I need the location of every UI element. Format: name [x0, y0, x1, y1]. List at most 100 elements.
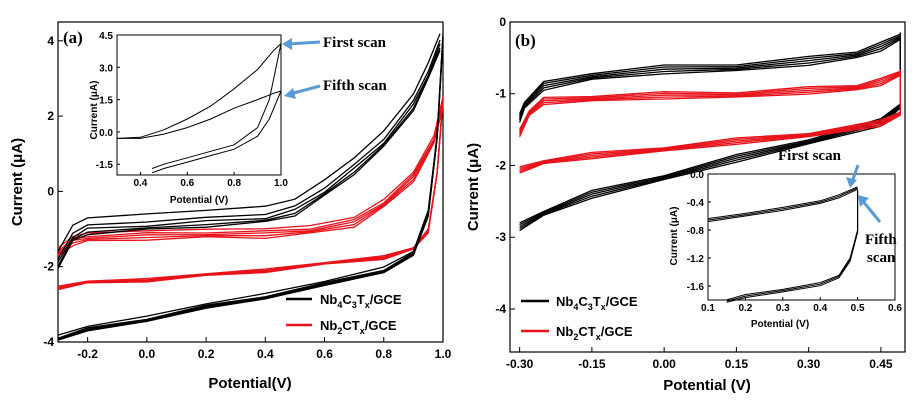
x-tick-label: 0.6 — [888, 303, 902, 314]
panel-a-fifth-scan-label: Fifth scan — [323, 78, 387, 94]
inset-upper-cycle1 — [707, 188, 858, 223]
cv-upper-Nb4C3Tx/GCE-cycle2 — [518, 37, 901, 121]
cv-upper-Nb4C3Tx/GCE-cycle3 — [518, 36, 901, 119]
panel-b-legend-label-nb4c3tx: Nb4C3Tx/GCE — [556, 294, 638, 312]
cv-upper-Nb2CTx/GCE-cycle1 — [519, 74, 901, 138]
y-tick-label: 0.0 — [690, 170, 704, 181]
panel-a-legend-label-nb4c3tx: Nb4C3Tx/GCE — [320, 292, 402, 310]
x-tick-label: 0.00 — [652, 357, 676, 371]
cv-upper-Nb2CTx/GCE-cycle5 — [519, 70, 901, 130]
x-tick-label: 0.8 — [227, 178, 241, 189]
panel-a-legend: Nb4C3Tx/GCE Nb2CTx/GCE — [286, 292, 402, 336]
cv-forward-Nb4C3Tx/GCE-cycle5 — [57, 50, 441, 269]
inset-fifth-scan — [117, 90, 282, 139]
panel-a-ylabel: Current (μA) — [9, 138, 26, 226]
x-tick-label: -0.2 — [77, 347, 98, 361]
panel-a-inset-y-ticks: -1.5 0.0 1.5 3.0 4.5 — [96, 31, 120, 171]
inset-lower-cycle3 — [726, 192, 859, 303]
x-tick-label: 0.1 — [701, 303, 715, 314]
x-tick-label: 0.3 — [776, 303, 790, 314]
y-tick-label: -4 — [495, 302, 506, 316]
panel-b-legend: Nb4C3Tx/GCE Nb2CTx/GCE — [521, 294, 638, 342]
y-tick-label: 0 — [499, 15, 506, 29]
panel-b-legend-label-nb2ctx: Nb2CTx/GCE — [556, 324, 633, 342]
panel-b-inset-x-ticks: 0.1 0.2 0.3 0.4 0.5 0.6 — [701, 297, 902, 314]
x-tick-label: 0.0 — [139, 347, 156, 361]
cv-forward-Nb2CTx/GCE-cycle3 — [57, 101, 444, 254]
x-tick-label: 0.4 — [133, 178, 147, 189]
x-tick-label: 0.8 — [375, 347, 392, 361]
panel-a: (a) Potential(V) Current (μA) -0.2 0.0 0.2… — [9, 21, 452, 392]
inset-upper-cycle3 — [707, 186, 858, 220]
cv-lower-Nb2CTx/GCE-cycle5 — [519, 69, 901, 168]
cv-lower-Nb2CTx/GCE-cycle1 — [519, 75, 901, 174]
cv-upper-Nb2CTx/GCE-cycle2 — [519, 73, 901, 136]
y-tick-label: -1 — [495, 87, 506, 101]
panel-a-legend-label-nb2ctx: Nb2CTx/GCE — [320, 318, 397, 336]
cv-upper-Nb4C3Tx/GCE-cycle4 — [519, 35, 901, 116]
x-tick-label: 1.0 — [435, 347, 452, 361]
panel-a-letter: (a) — [63, 28, 83, 47]
y-tick-label: -4 — [43, 335, 54, 349]
inset-first-scan — [116, 43, 282, 139]
cv-reverse-Nb4C3Tx/GCE-cycle5 — [57, 39, 444, 341]
y-tick-label: 3.0 — [99, 63, 113, 74]
panel-a-first-scan-label: First scan — [323, 35, 387, 51]
x-tick-label: 0.2 — [198, 347, 215, 361]
x-tick-label: 0.6 — [180, 178, 194, 189]
x-tick-label: 1.0 — [274, 178, 288, 189]
cv-lower-Nb4C3Tx/GCE-cycle1 — [519, 39, 901, 232]
panel-b-curves — [518, 32, 901, 232]
cv-forward-Nb2CTx/GCE-cycle4 — [57, 104, 444, 256]
x-tick-label: 0.4 — [257, 347, 274, 361]
x-tick-label: -0.30 — [506, 357, 534, 371]
panel-b-first-scan-label: First scan — [778, 148, 842, 164]
x-tick-label: 0.4 — [813, 303, 827, 314]
panel-a-inset-curves — [116, 43, 282, 174]
x-tick-label: 0.6 — [316, 347, 333, 361]
panel-b-xlabel: Potential (V) — [663, 377, 751, 394]
x-tick-label: 0.5 — [851, 303, 865, 314]
cv-forward-Nb4C3Tx/GCE-cycle1 — [57, 33, 441, 252]
cv-upper-Nb2CTx/GCE-cycle4 — [519, 71, 901, 132]
y-tick-label: -0.8 — [687, 226, 705, 237]
y-tick-label: -2 — [43, 260, 54, 274]
panel-a-x-ticks: -0.2 0.0 0.2 0.4 0.6 0.8 1.0 — [77, 337, 452, 361]
inset-first-scan-return — [151, 43, 282, 169]
cv-lower-Nb2CTx/GCE-cycle3 — [519, 72, 901, 171]
panel-a-curves — [57, 33, 444, 341]
y-tick-label: -2 — [495, 158, 506, 172]
panel-a-fifth-scan-arrow — [284, 84, 321, 99]
inset-upper-cycle2 — [707, 187, 858, 221]
panel-a-inset-x-ticks: 0.4 0.6 0.8 1.0 — [133, 172, 288, 189]
cv-reverse-Nb2CTx/GCE-cycle5 — [57, 101, 444, 291]
inset-fifth-scan-return — [151, 90, 282, 174]
x-tick-label: 0.45 — [869, 357, 893, 371]
cv-lower-Nb2CTx/GCE-cycle2 — [519, 74, 901, 173]
y-tick-label: 4 — [47, 34, 54, 48]
x-tick-label: 0.2 — [738, 303, 752, 314]
y-tick-label: 0 — [47, 184, 54, 198]
cv-forward-Nb4C3Tx/GCE-cycle2 — [57, 39, 441, 260]
panel-a-inset-frame — [116, 34, 282, 176]
cv-upper-Nb4C3Tx/GCE-cycle5 — [519, 33, 901, 115]
x-tick-label: 0.30 — [797, 357, 821, 371]
panel-a-xlabel: Potential(V) — [208, 375, 291, 392]
panel-b-first-scan-arrow — [846, 164, 860, 188]
y-tick-label: 2 — [47, 109, 54, 123]
panel-a-inset-xlabel: Potential (V) — [170, 195, 228, 206]
panel-b-fifth-scan-label-1: Fifth — [865, 232, 897, 248]
panel-b: (b) Potential (V) Current (μA) -0.30 -0.1… — [465, 15, 906, 394]
x-tick-label: 0.15 — [725, 357, 749, 371]
cv-lower-Nb4C3Tx/GCE-cycle5 — [519, 32, 901, 224]
panel-b-fifth-scan-label-2: scan — [867, 250, 896, 266]
panel-b-ylabel: Current (μA) — [465, 143, 482, 231]
cv-lower-Nb2CTx/GCE-cycle4 — [519, 71, 901, 170]
y-tick-label: 0.0 — [99, 128, 113, 139]
y-tick-label: -1.6 — [687, 282, 705, 293]
y-tick-label: 4.5 — [99, 31, 113, 42]
panel-a-first-scan-arrow — [282, 38, 321, 50]
cv-forward-Nb2CTx/GCE-cycle5 — [57, 106, 444, 257]
panel-b-fifth-scan-arrow — [858, 195, 882, 223]
cv-upper-Nb4C3Tx/GCE-cycle1 — [518, 38, 901, 123]
